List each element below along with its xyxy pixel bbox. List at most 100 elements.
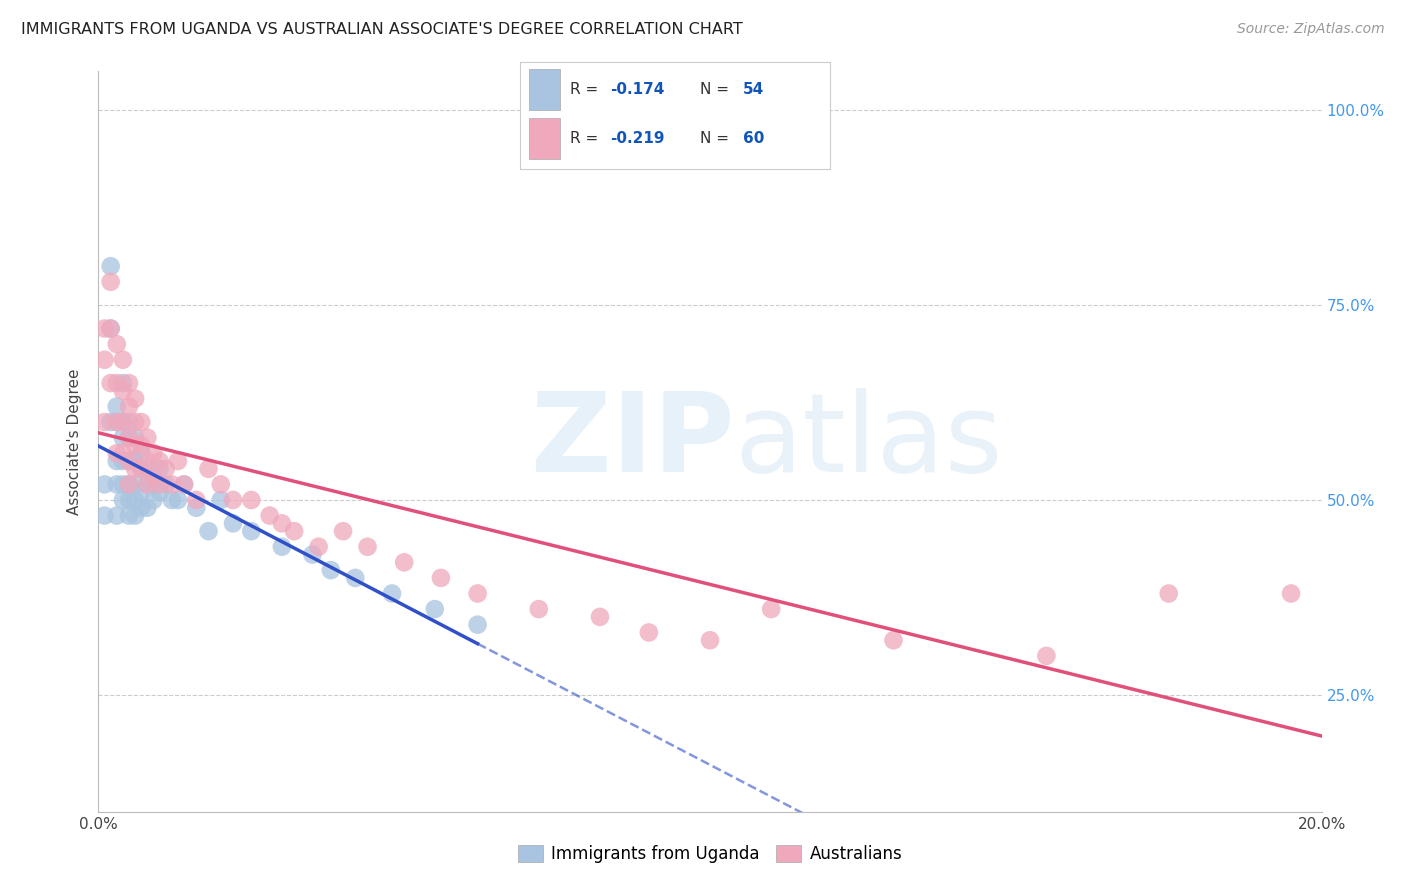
Point	[105, 454, 128, 468]
Point	[155, 462, 177, 476]
Point	[149, 485, 172, 500]
Point	[222, 516, 245, 531]
Point	[392, 555, 416, 569]
Point	[124, 438, 146, 452]
Point	[100, 321, 122, 335]
Point	[344, 571, 367, 585]
Point	[118, 477, 141, 491]
Point	[118, 415, 141, 429]
Point	[124, 415, 146, 429]
Point	[93, 352, 115, 367]
Point	[332, 524, 354, 538]
Point	[186, 493, 208, 508]
Point	[699, 633, 721, 648]
Point	[105, 337, 128, 351]
Point	[430, 571, 453, 585]
Text: R =: R =	[569, 131, 603, 146]
Point	[129, 462, 152, 476]
Point	[136, 462, 159, 476]
Point	[124, 392, 146, 406]
Point	[124, 493, 146, 508]
Point	[118, 431, 141, 445]
Point	[111, 376, 134, 390]
Point	[527, 602, 550, 616]
Point	[301, 548, 323, 562]
Point	[136, 477, 159, 491]
Point	[197, 524, 219, 538]
Point	[589, 610, 612, 624]
Point	[129, 438, 152, 452]
Point	[167, 454, 190, 468]
Text: ZIP: ZIP	[531, 388, 734, 495]
Point	[129, 500, 152, 515]
Point	[100, 321, 122, 335]
Text: 60: 60	[742, 131, 765, 146]
Text: IMMIGRANTS FROM UGANDA VS AUSTRALIAN ASSOCIATE'S DEGREE CORRELATION CHART: IMMIGRANTS FROM UGANDA VS AUSTRALIAN ASS…	[21, 22, 742, 37]
Point	[118, 376, 141, 390]
Point	[118, 431, 141, 445]
Point	[124, 454, 146, 468]
Point	[124, 477, 146, 491]
Text: N =: N =	[700, 82, 734, 96]
Point	[142, 493, 165, 508]
Point	[105, 477, 128, 491]
Bar	[530, 118, 561, 159]
Point	[1035, 648, 1057, 663]
Text: N =: N =	[700, 131, 734, 146]
Point	[136, 454, 159, 468]
Point	[136, 500, 159, 515]
Point	[319, 563, 342, 577]
Text: Source: ZipAtlas.com: Source: ZipAtlas.com	[1237, 22, 1385, 37]
Point	[173, 477, 195, 491]
Point	[100, 376, 122, 390]
Point	[149, 477, 172, 491]
Text: 54: 54	[742, 82, 765, 96]
Point	[240, 524, 263, 538]
Point	[105, 508, 128, 523]
Point	[111, 454, 134, 468]
Point	[136, 477, 159, 491]
Point	[124, 431, 146, 445]
Point	[111, 493, 134, 508]
Point	[129, 462, 152, 476]
Point	[93, 477, 115, 491]
Point	[118, 400, 141, 414]
Point	[100, 275, 122, 289]
Text: R =: R =	[569, 82, 603, 96]
Point	[308, 540, 330, 554]
Text: atlas: atlas	[734, 388, 1002, 495]
Point	[1279, 586, 1302, 600]
Point	[1157, 586, 1180, 600]
Point	[111, 415, 134, 429]
Point	[142, 446, 165, 460]
Point	[209, 493, 232, 508]
Point	[160, 477, 183, 491]
Text: -0.174: -0.174	[610, 82, 664, 96]
Point	[129, 485, 152, 500]
Point	[100, 259, 122, 273]
Point	[270, 516, 292, 531]
Point	[142, 469, 165, 483]
Point	[124, 462, 146, 476]
Point	[93, 415, 115, 429]
Point	[149, 462, 172, 476]
Point	[467, 586, 489, 600]
Text: -0.219: -0.219	[610, 131, 665, 146]
Point	[381, 586, 404, 600]
Point	[118, 454, 141, 468]
Point	[467, 617, 489, 632]
Point	[118, 508, 141, 523]
Point	[111, 477, 134, 491]
Point	[167, 493, 190, 508]
Point	[149, 454, 172, 468]
Point	[111, 384, 134, 398]
Point	[105, 415, 128, 429]
Point	[111, 415, 134, 429]
Point	[209, 477, 232, 491]
Point	[637, 625, 661, 640]
Point	[93, 321, 115, 335]
Point	[124, 508, 146, 523]
Point	[118, 477, 141, 491]
Point	[105, 415, 128, 429]
Point	[105, 400, 128, 414]
